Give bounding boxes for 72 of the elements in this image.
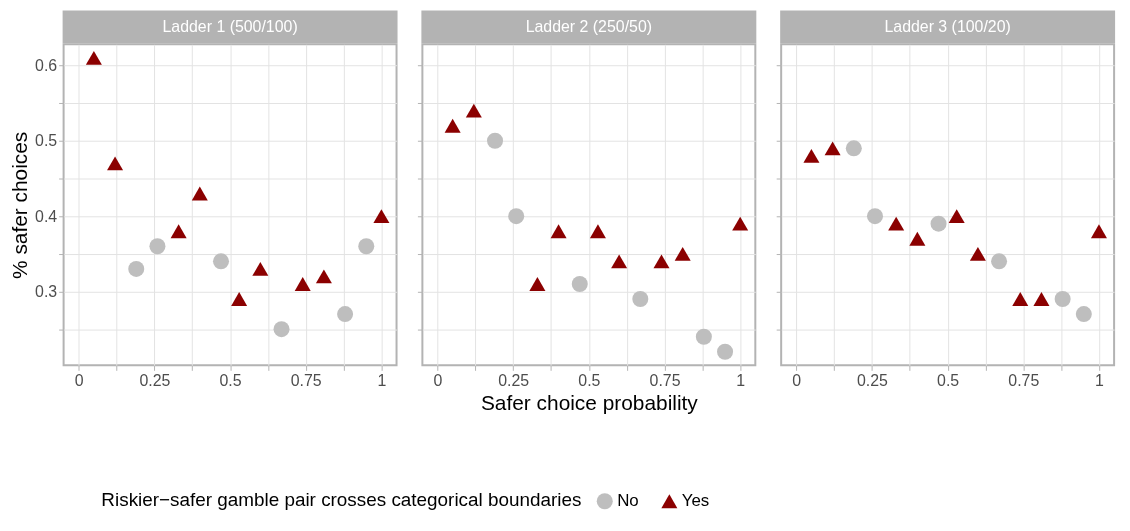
- point: [653, 254, 670, 269]
- point: [273, 321, 290, 338]
- point: [611, 254, 628, 269]
- point: [803, 148, 820, 163]
- x-tick-label: 0.5: [219, 371, 242, 389]
- point: [888, 216, 905, 231]
- legend-label: No: [617, 491, 639, 511]
- point: [487, 132, 504, 149]
- point: [373, 209, 390, 224]
- point: [444, 118, 461, 133]
- point: [550, 224, 567, 239]
- x-tick-label: 0.75: [649, 371, 681, 389]
- x-tick-label: 0.5: [578, 371, 601, 389]
- point: [674, 246, 691, 261]
- x-tick-label: 0: [792, 371, 802, 389]
- point: [1054, 291, 1071, 308]
- point: [149, 238, 166, 255]
- x-tick-label: 1: [1095, 371, 1105, 389]
- point: [107, 156, 124, 171]
- point: [732, 216, 749, 231]
- point: [589, 224, 606, 239]
- point: [632, 291, 649, 308]
- y-axis-title: % safer choices: [8, 131, 32, 279]
- y-tick-label: 0.6: [35, 56, 58, 74]
- point: [969, 246, 986, 261]
- x-tick-label: 0: [433, 371, 443, 389]
- x-tick-label: 0.75: [290, 371, 322, 389]
- x-tick-label: 1: [377, 371, 387, 389]
- x-tick-label: 0: [74, 371, 84, 389]
- point: [212, 253, 230, 270]
- point: [824, 141, 841, 156]
- legend-label: Yes: [681, 491, 710, 511]
- y-tick-label: 0.5: [35, 132, 58, 150]
- y-tick-label: 0.4: [35, 207, 58, 225]
- point: [465, 103, 482, 118]
- chart-title: Ladder 1 (500/100): [162, 18, 298, 36]
- point: [231, 292, 248, 306]
- point: [191, 186, 208, 201]
- point: [508, 208, 525, 225]
- point: [337, 306, 354, 323]
- point: [909, 231, 926, 246]
- point: [717, 343, 734, 360]
- x-tick-label: 0.25: [139, 371, 171, 389]
- chart-title: Ladder 2 (250/50): [525, 18, 653, 36]
- point: [930, 215, 947, 232]
- x-tick-label: 0.75: [1008, 371, 1040, 389]
- point: [991, 253, 1008, 270]
- point: [358, 238, 375, 255]
- point: [128, 260, 145, 277]
- point: [1012, 292, 1029, 306]
- point: [845, 140, 862, 157]
- point: [695, 328, 712, 345]
- point: [571, 275, 588, 292]
- point: [529, 277, 546, 291]
- point: [315, 269, 332, 284]
- x-axis-title: Safer choice probability: [480, 390, 699, 414]
- point: [294, 277, 311, 291]
- chart-title: Ladder 3 (100/20): [884, 18, 1011, 36]
- y-tick-label: 0.3: [35, 282, 58, 300]
- point: [866, 208, 883, 225]
- point: [1033, 292, 1050, 306]
- point: [252, 261, 269, 276]
- x-tick-label: 0.25: [498, 371, 530, 389]
- point: [85, 50, 102, 65]
- point: [170, 224, 187, 239]
- point: [1090, 224, 1107, 239]
- x-tick-label: 1: [736, 371, 746, 389]
- point: [948, 209, 965, 224]
- x-tick-label: 0.25: [856, 371, 889, 389]
- x-tick-label: 0.5: [937, 371, 960, 389]
- legend-title: Riskier−safer gamble pair crosses categorical boundaries: [101, 489, 582, 511]
- point: [1075, 306, 1092, 323]
